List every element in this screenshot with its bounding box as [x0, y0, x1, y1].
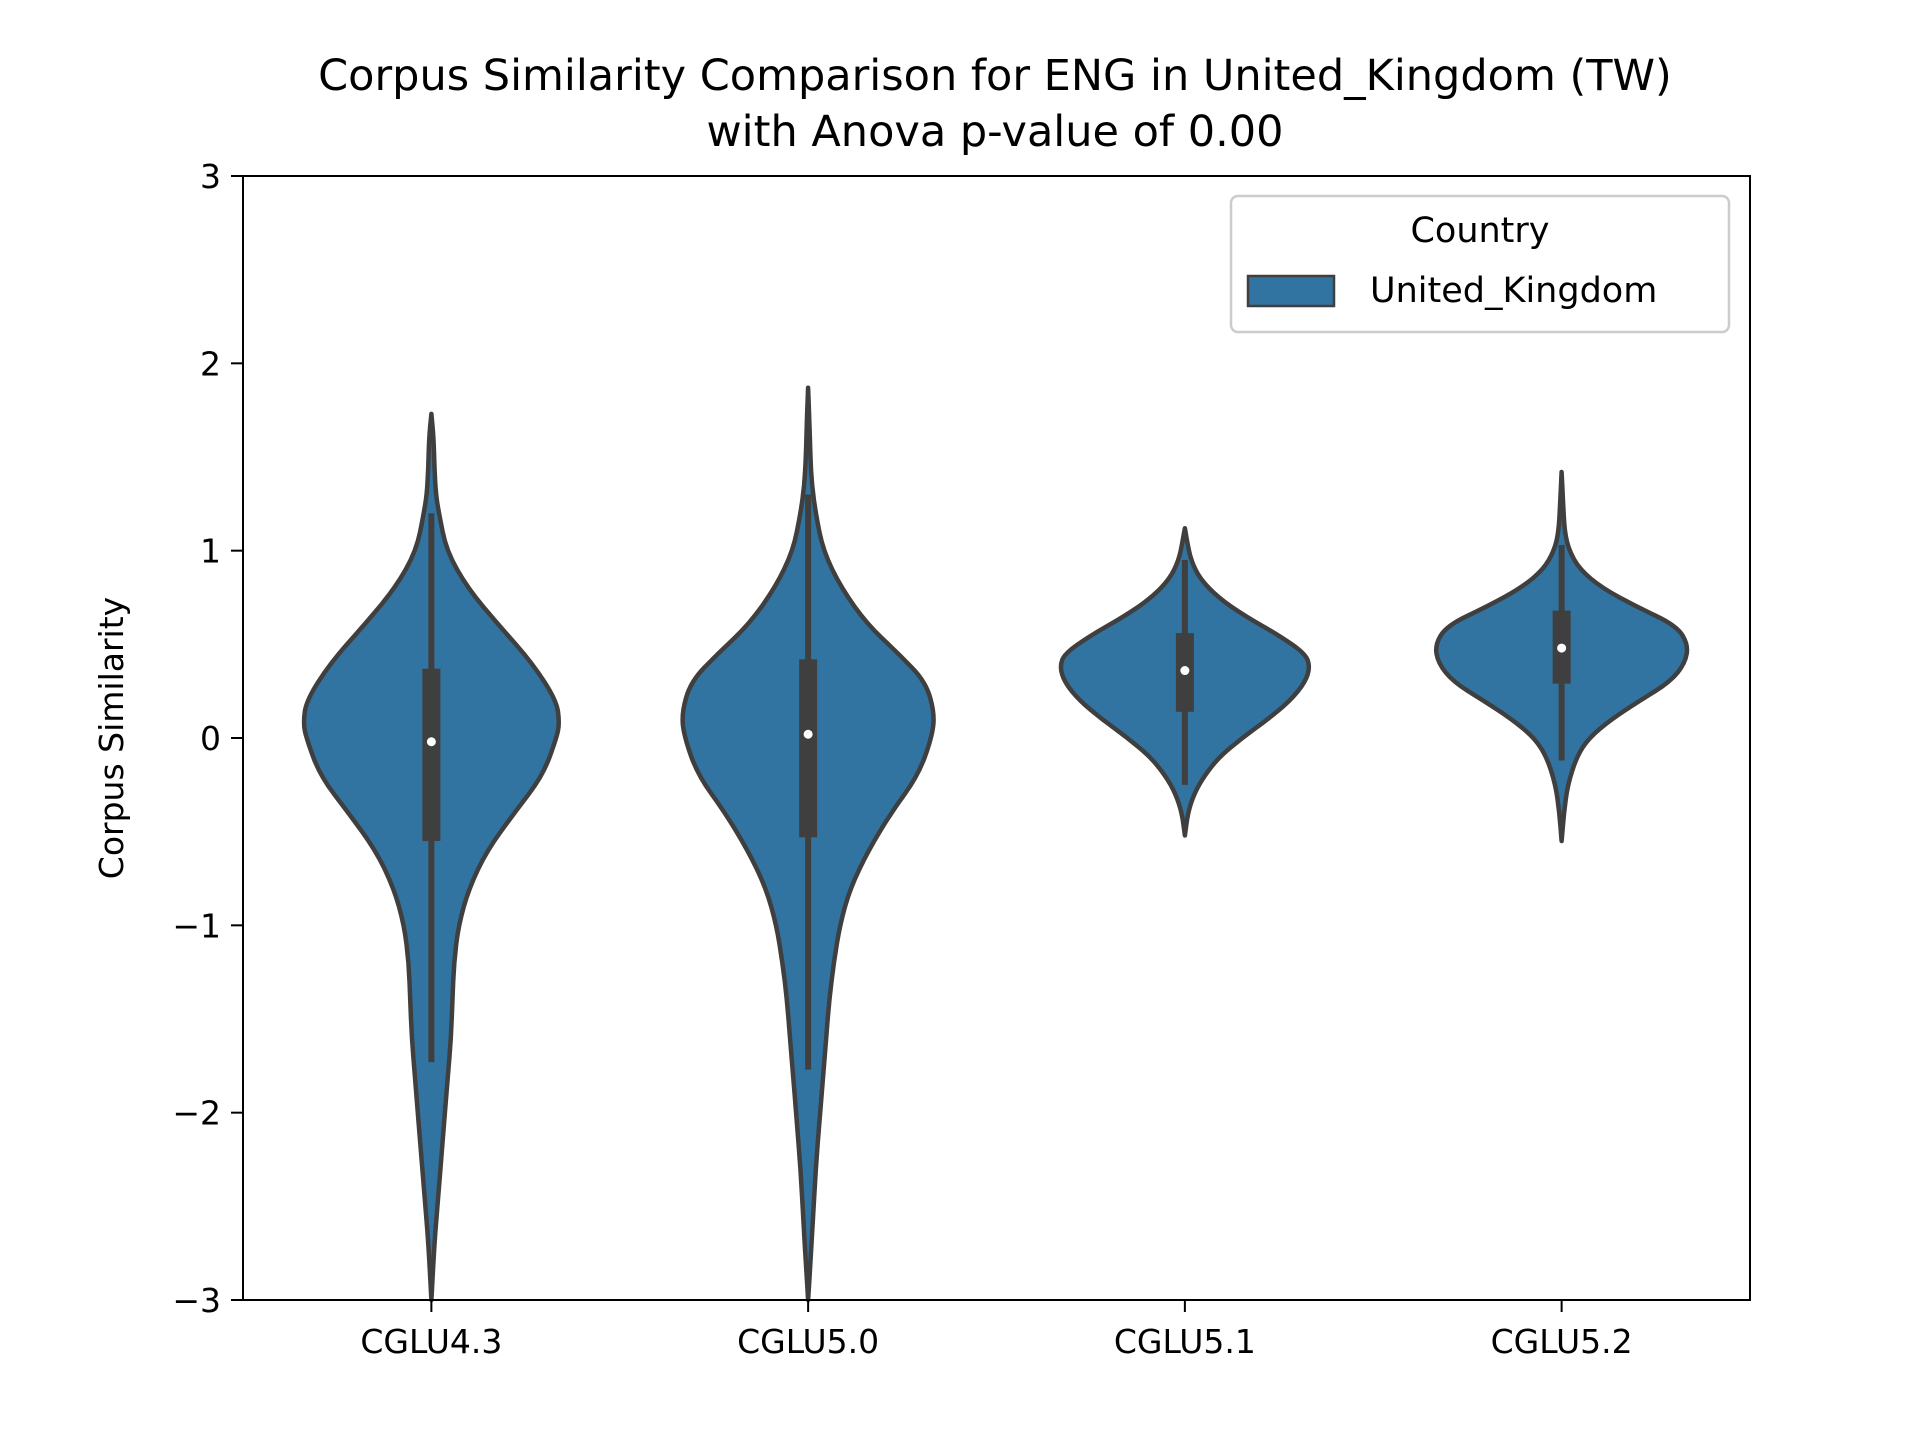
chart-title-line2: with Anova p-value of 0.00: [707, 107, 1284, 157]
y-axis-label: Corpus Similarity: [92, 597, 131, 879]
violin-median-dot: [1180, 666, 1190, 676]
violin-median-dot: [426, 737, 436, 747]
legend-title: Country: [1410, 211, 1549, 251]
y-axis: 3 2 1 0 −1 −2 −3: [172, 157, 243, 1320]
legend-swatch: [1246, 274, 1336, 308]
violin-cglu4-3: [301, 411, 561, 1303]
y-tick-label: −1: [172, 906, 221, 945]
legend: Country United_Kingdom: [1229, 194, 1731, 334]
y-tick-label: 2: [200, 344, 221, 383]
plot-frame: [242, 175, 1751, 1301]
y-tick-label: −2: [172, 1094, 221, 1133]
violins-layer: [301, 385, 1690, 1303]
violin-cglu5-0: [680, 385, 936, 1303]
x-tick-label: CGLU4.3: [360, 1322, 502, 1361]
violin-iqr-box: [799, 659, 818, 838]
x-tick-label: CGLU5.1: [1114, 1322, 1256, 1361]
x-tick-label: CGLU5.0: [737, 1322, 879, 1361]
legend-frame: [1229, 194, 1731, 334]
y-tick-label: 0: [200, 719, 221, 758]
chart-title-line1: Corpus Similarity Comparison for ENG in …: [318, 51, 1672, 101]
violin-cglu5-2: [1433, 469, 1690, 844]
legend-entry-united-kingdom: United_Kingdom: [1370, 271, 1657, 311]
x-tick-label: CGLU5.2: [1491, 1322, 1633, 1361]
violin-median-dot: [803, 729, 813, 739]
y-tick-label: −3: [172, 1281, 221, 1320]
y-tick-label: 3: [200, 157, 221, 196]
violin-iqr-box: [422, 668, 441, 842]
x-axis: CGLU4.3 CGLU5.0 CGLU5.1 CGLU5.2: [360, 1300, 1633, 1361]
y-tick-label: 1: [200, 532, 221, 571]
violin-median-dot: [1557, 643, 1567, 653]
violin-cglu5-1: [1058, 525, 1312, 838]
